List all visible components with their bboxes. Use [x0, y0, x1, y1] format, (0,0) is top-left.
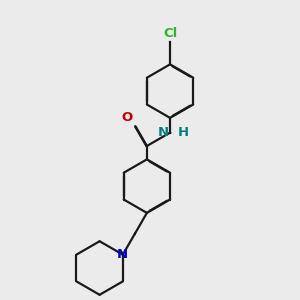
Text: Cl: Cl — [163, 27, 177, 40]
Text: N: N — [117, 248, 128, 261]
Text: N: N — [158, 126, 169, 139]
Text: H: H — [178, 126, 189, 139]
Text: O: O — [122, 111, 133, 124]
